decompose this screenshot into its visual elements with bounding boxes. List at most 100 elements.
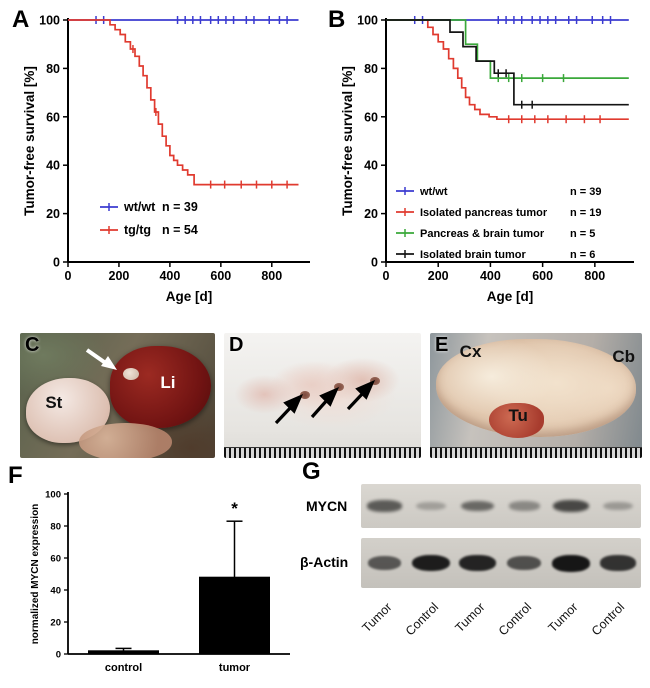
liver-label: Li [160,373,176,392]
y-tick-label: 0 [371,256,378,270]
lane-label-1-tumor: Tumor [359,600,395,636]
ruler [224,447,421,458]
y-tick-label: 80 [50,522,61,533]
mycn-band-lane-3 [460,500,495,512]
series-line-pancreas-brain-tumor [386,19,629,79]
panel-label-g: G [302,458,321,485]
y-tick-label: 80 [46,62,60,76]
legend-label: tg/tg [124,223,151,237]
panel-label-c: C [25,334,40,356]
actin-band-lane-2 [412,554,450,572]
y-tick-label: 20 [46,207,60,221]
panel-label-e: E [435,334,449,356]
panel-label-b: B [328,6,346,33]
y-tick-label: 20 [364,207,378,221]
bar-control [88,650,159,655]
survival-plot-svg: 0 20 40 60 80 100 0 200 400 600 800 Age [d] Tumor-fr… [340,14,634,304]
mycn-band-lane-2 [416,501,446,511]
tumor-nodule [123,368,140,380]
legend-n-label: n = 19 [570,207,602,219]
x-tick-label: 600 [210,269,231,283]
y-tick-label: 60 [46,110,60,124]
y-tick-label: 60 [50,554,61,565]
y-tick-label: 60 [364,110,378,124]
lane-label-3-tumor: Tumor [452,600,488,636]
y-axis-label: normalized MYCN expression [30,504,41,645]
survival-chart-b: 0 20 40 60 80 100 0 200 400 600 800 Age [d] Tumor-fr… [338,8,644,308]
y-tick-label: 80 [364,62,378,76]
lane-label-2-control: Control [402,600,441,639]
mycn-blot-strip [361,484,641,528]
x-tick-label: 0 [65,269,72,283]
lane-label-6-control: Control [589,600,628,639]
pancreas-tissue [231,348,414,428]
y-tick-label: 0 [53,256,60,270]
lane-label-4-control: Control [495,600,535,639]
intestine-region [78,423,173,458]
legend-n-label: n = 39 [162,200,198,214]
western-blot: MYCN β-Actin Tumor Control Tumor Control Tum… [296,474,645,688]
actin-band-lane-5 [552,554,590,572]
mycn-band-lane-4 [508,501,540,511]
series-line-isolated-pancreas-tumor [386,19,629,121]
brain-tumor-region [489,403,545,438]
actin-band-lane-3 [459,554,497,572]
stomach-label: St [45,393,63,412]
y-tick-label: 40 [364,159,378,173]
y-tick-label: 100 [39,14,60,28]
photo-abdomen-dissection: C St Li [20,333,215,458]
y-tick-label: 100 [45,490,61,501]
actin-band-lane-4 [507,555,542,571]
mycn-expression-bar-chart: 0 20 40 60 80 100 normalized MYCN expression co… [24,478,302,678]
bar-tumor [199,576,270,655]
actin-row-label: β-Actin [300,554,349,570]
x-tick-label: 0 [383,269,390,283]
lane-labels: Tumor Control Tumor Control Tumor Control [359,596,641,686]
cerebellum-label: Cb [612,346,635,366]
liver-region [109,345,212,428]
lane-label-5-tumor: Tumor [545,600,581,636]
black-arrows-icon [274,379,376,425]
legend-label: wt/wt [123,200,156,214]
tumor-spot [370,377,380,385]
y-tick-label: 100 [357,14,378,28]
photo-brain: E Cx Cb Tu [430,333,642,458]
panel-label-d: D [229,334,244,356]
actin-blot-strip [361,538,641,588]
legend-n-label: n = 39 [570,186,602,198]
x-axis-label: Age [d] [166,289,213,304]
x-tick-label: 400 [480,269,501,283]
actin-band-lane-1 [367,556,402,570]
y-tick-label: 0 [56,650,61,661]
legend-label: Isolated brain tumor [420,249,526,261]
x-tick-label: 600 [532,269,553,283]
y-axis-label: Tumor-free survival [%] [22,66,37,216]
bar-chart-svg: 0 20 40 60 80 100 normalized MYCN expression co… [30,490,290,674]
legend-label: wt/wt [419,186,448,198]
x-tick-label: 800 [261,269,282,283]
x-tick-label: 400 [159,269,180,283]
category-label: control [105,662,142,674]
legend-label: Isolated pancreas tumor [420,207,548,219]
white-arrow-icon [85,348,117,370]
y-axis-label: Tumor-free survival [%] [340,66,355,216]
cortex-label: Cx [459,341,482,361]
y-tick-label: 20 [50,618,61,629]
mycn-band-lane-1 [367,500,402,512]
series-line-tg-tg [68,19,299,186]
legend-n-label: n = 6 [570,249,595,261]
actin-band-lane-6 [599,555,636,571]
y-tick-label: 40 [46,159,60,173]
photo-pancreas-tumor: D [224,333,421,458]
survival-plot-svg: 0 20 40 60 80 100 0 200 400 600 800 Age [d] Tumor-fr… [22,14,310,304]
x-tick-label: 200 [428,269,449,283]
legend-n-label: n = 5 [570,228,595,240]
panel-label-a: A [12,6,30,33]
x-axis-label: Age [d] [487,289,534,304]
mycn-row-label: MYCN [306,498,348,514]
mycn-band-lane-5 [553,500,589,512]
mycn-band-lane-6 [602,501,633,511]
x-tick-label: 200 [109,269,130,283]
significance-star: * [231,499,238,518]
